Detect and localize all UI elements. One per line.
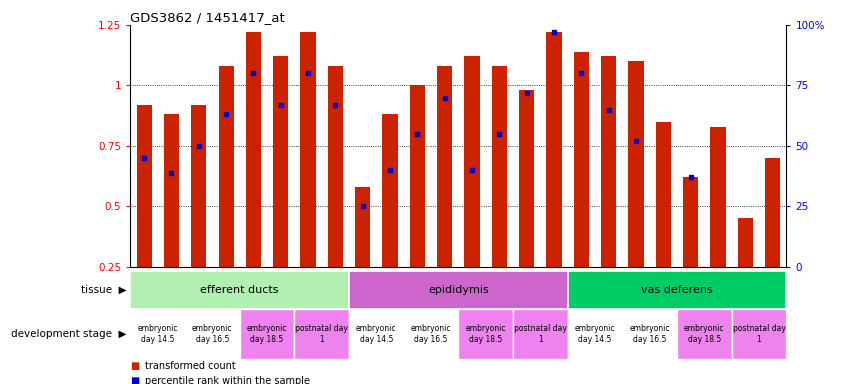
Text: postnatal day
1: postnatal day 1 (514, 324, 567, 344)
Bar (437, 66, 452, 267)
Text: embryonic
day 18.5: embryonic day 18.5 (684, 324, 725, 344)
Text: embryonic
day 16.5: embryonic day 16.5 (629, 324, 670, 344)
Bar (355, 187, 370, 267)
Bar (765, 158, 780, 267)
Bar (568, 271, 786, 309)
Bar (568, 309, 622, 359)
Bar (328, 66, 343, 267)
Bar (601, 56, 616, 267)
Bar (246, 32, 261, 267)
Bar (130, 271, 349, 309)
Bar (136, 105, 151, 267)
Bar (191, 105, 206, 267)
Bar (738, 218, 753, 267)
Text: postnatal day
1: postnatal day 1 (295, 324, 348, 344)
Bar (240, 309, 294, 359)
Bar (677, 309, 732, 359)
Bar (458, 309, 513, 359)
Bar (294, 309, 349, 359)
Text: embryonic
day 18.5: embryonic day 18.5 (246, 324, 288, 344)
Bar (519, 90, 534, 267)
Bar (492, 66, 507, 267)
Text: postnatal day
1: postnatal day 1 (733, 324, 785, 344)
Bar (711, 127, 726, 267)
Bar (622, 309, 677, 359)
Text: ■: ■ (130, 361, 140, 371)
Text: ■: ■ (130, 376, 140, 384)
Text: embryonic
day 14.5: embryonic day 14.5 (356, 324, 397, 344)
Bar (349, 309, 404, 359)
Bar (547, 32, 562, 267)
Bar (219, 66, 234, 267)
Bar (383, 114, 398, 267)
Bar (164, 114, 179, 267)
Bar (464, 56, 479, 267)
Bar (300, 32, 315, 267)
Bar (513, 309, 568, 359)
Bar (732, 309, 786, 359)
Text: embryonic
day 16.5: embryonic day 16.5 (410, 324, 452, 344)
Bar (404, 309, 458, 359)
Text: embryonic
day 14.5: embryonic day 14.5 (137, 324, 178, 344)
Text: epididymis: epididymis (428, 285, 489, 295)
Text: transformed count: transformed count (145, 361, 236, 371)
Bar (656, 122, 671, 267)
Text: embryonic
day 16.5: embryonic day 16.5 (192, 324, 233, 344)
Bar (349, 271, 568, 309)
Text: GDS3862 / 1451417_at: GDS3862 / 1451417_at (130, 11, 285, 24)
Bar (410, 86, 425, 267)
Bar (130, 309, 185, 359)
Text: embryonic
day 14.5: embryonic day 14.5 (574, 324, 616, 344)
Bar (185, 309, 240, 359)
Text: vas deferens: vas deferens (641, 285, 713, 295)
Text: tissue  ▶: tissue ▶ (81, 285, 126, 295)
Bar (683, 177, 698, 267)
Text: development stage  ▶: development stage ▶ (11, 329, 126, 339)
Bar (628, 61, 643, 267)
Text: embryonic
day 18.5: embryonic day 18.5 (465, 324, 506, 344)
Text: percentile rank within the sample: percentile rank within the sample (145, 376, 310, 384)
Text: efferent ducts: efferent ducts (200, 285, 279, 295)
Bar (273, 56, 288, 267)
Bar (574, 51, 589, 267)
